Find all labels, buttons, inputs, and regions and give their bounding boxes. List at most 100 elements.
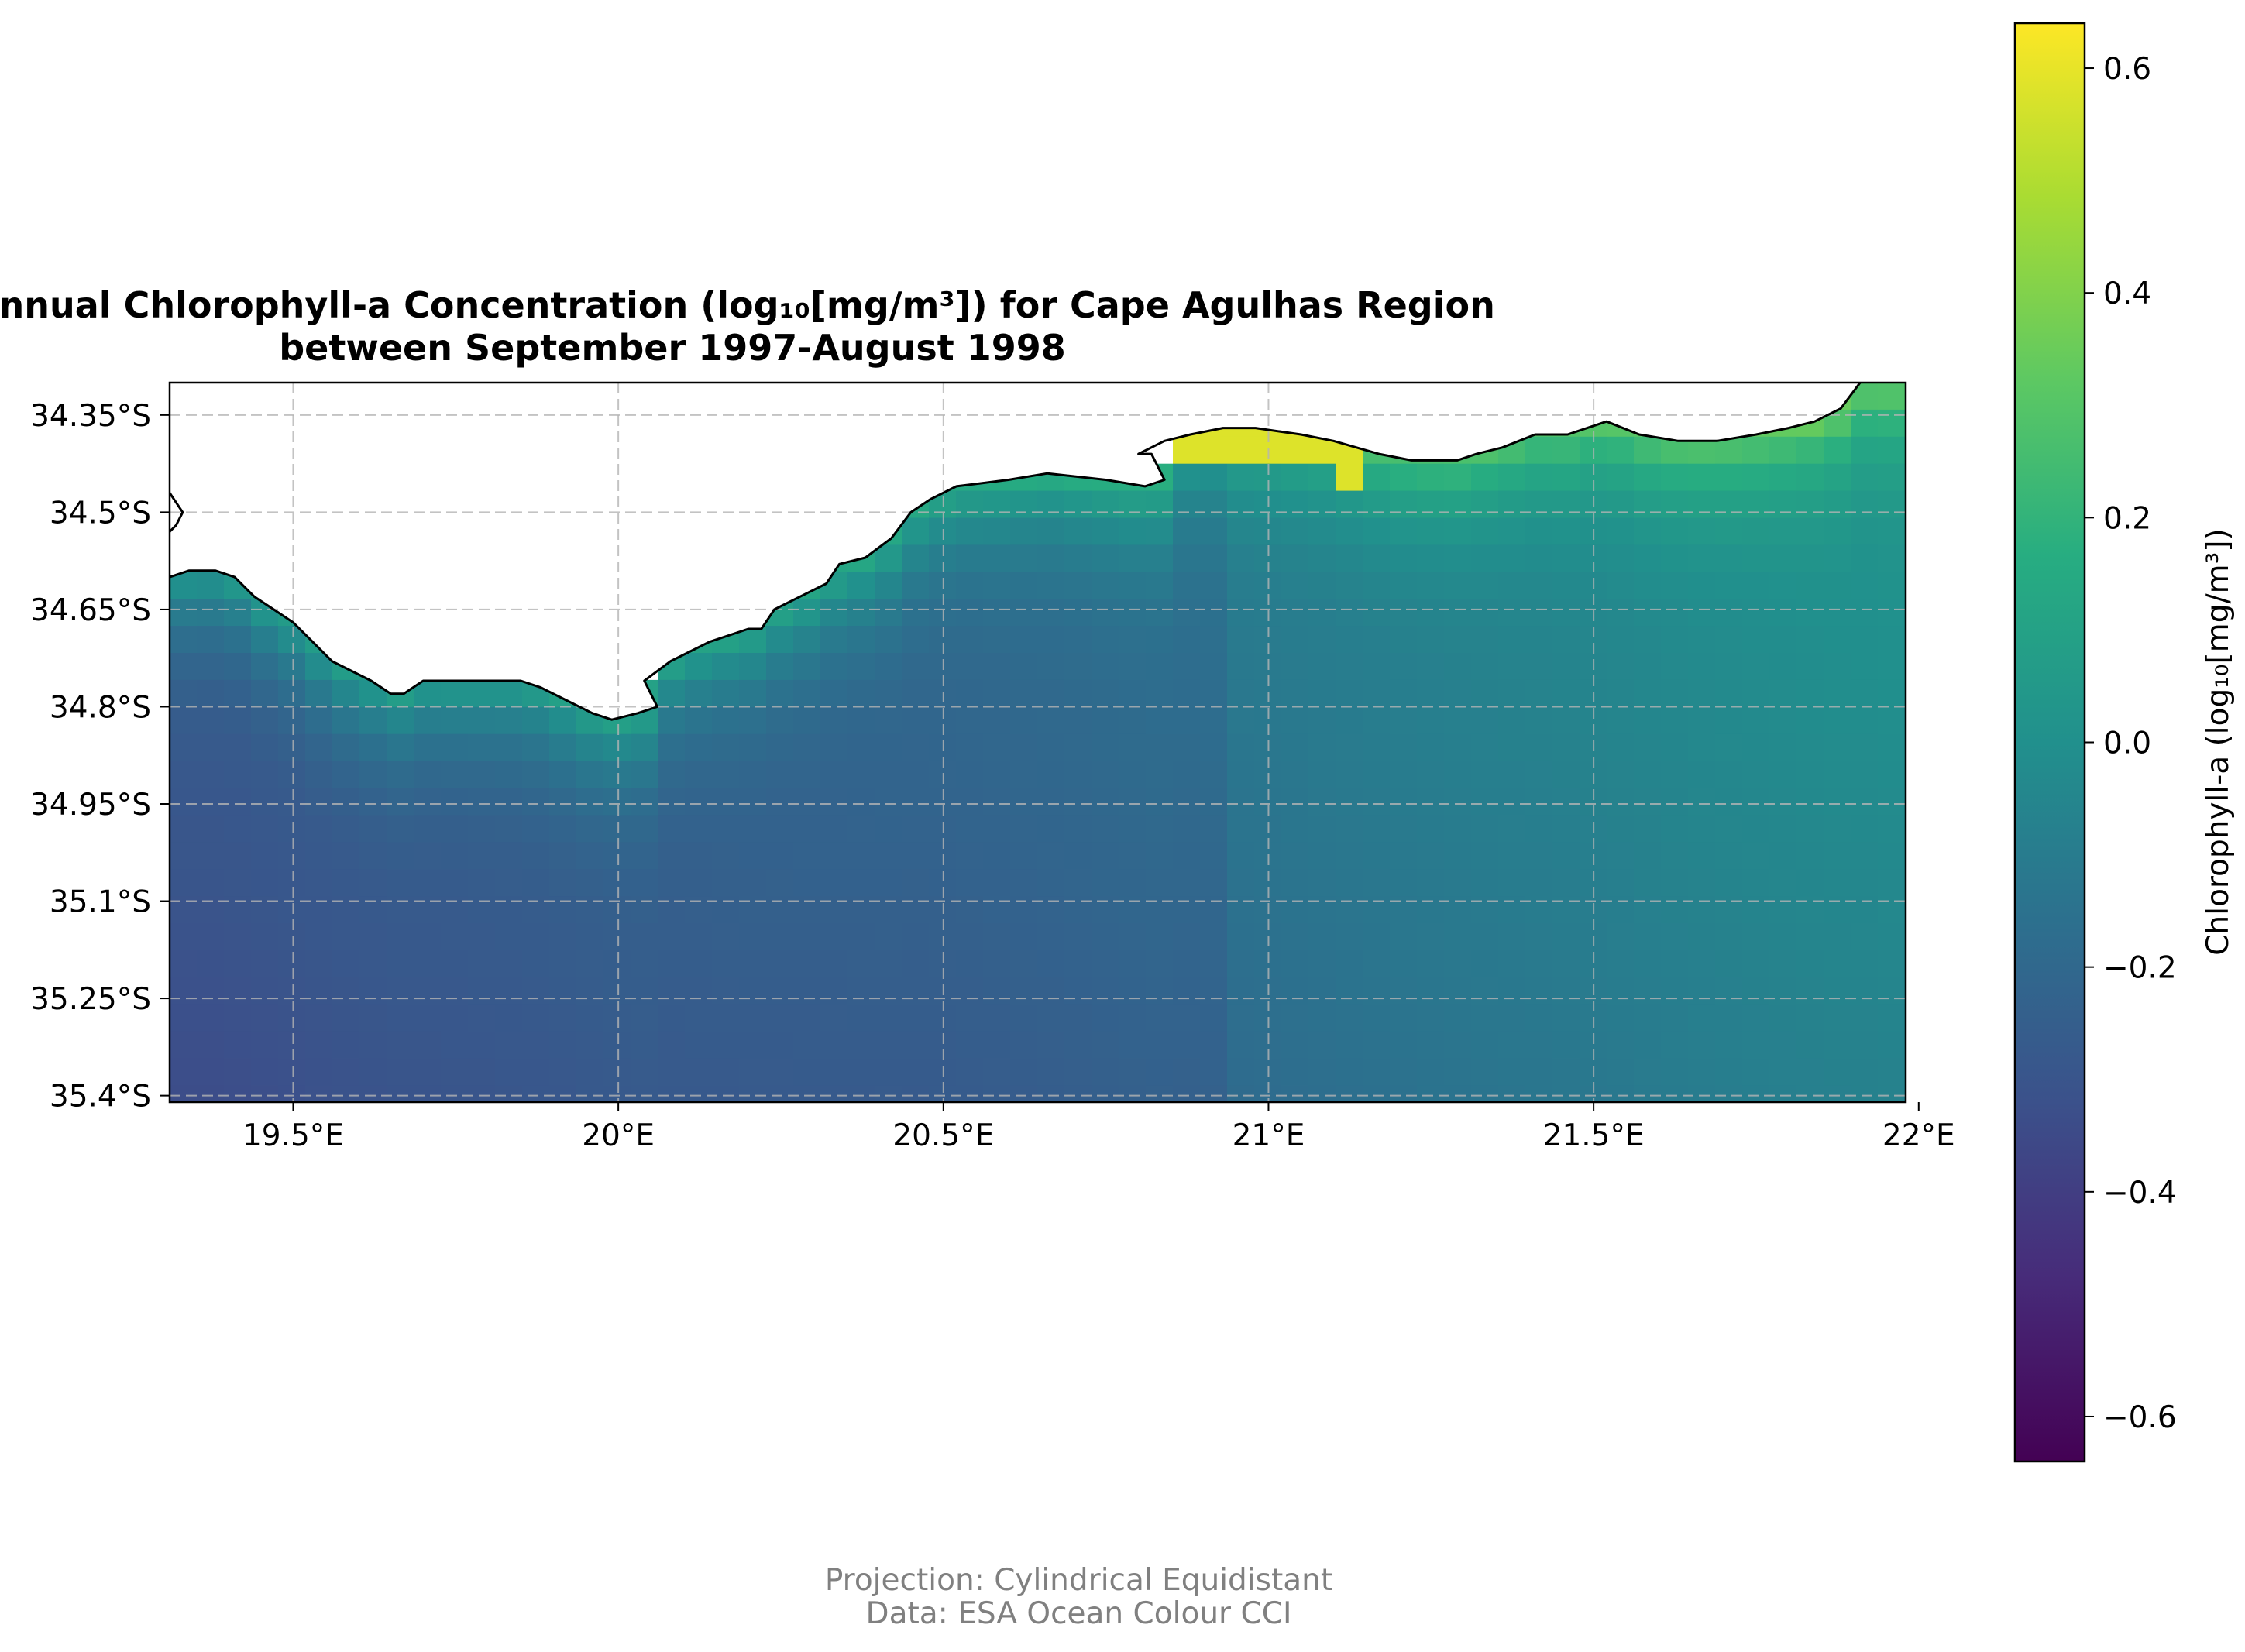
heatmap-cell [1661, 896, 1689, 924]
heatmap-cell [549, 706, 577, 735]
heatmap-cell [1769, 1058, 1797, 1086]
heatmap-cell [1851, 1085, 1879, 1102]
heatmap-cell [1390, 490, 1418, 519]
heatmap-cell [170, 761, 198, 789]
heatmap-cell [820, 626, 848, 654]
heatmap-cell [1200, 869, 1228, 897]
heatmap-cell [1308, 815, 1336, 843]
heatmap-cell [278, 869, 306, 897]
heatmap-cell [1363, 815, 1391, 843]
heatmap-cell [1878, 1004, 1906, 1032]
heatmap-cell [278, 788, 306, 816]
heatmap-cell [576, 733, 604, 762]
heatmap-cell [1688, 950, 1716, 978]
heatmap-cell [820, 1085, 848, 1102]
y-tick-label: 34.65°S [30, 593, 151, 628]
heatmap-cell [1552, 842, 1580, 870]
heatmap-cell [1661, 572, 1689, 599]
heatmap-cell [359, 1058, 387, 1086]
heatmap-cell [1227, 572, 1255, 599]
heatmap-cell [1851, 679, 1879, 708]
heatmap-cell [1742, 923, 1770, 951]
heatmap-cell [1146, 599, 1174, 627]
colorbar-label: Chlorophyll-a (log₁₀[mg/m³]) [2201, 528, 2236, 955]
heatmap-cell [739, 761, 767, 789]
heatmap-cell [1200, 626, 1228, 654]
heatmap-cell [1661, 869, 1689, 897]
heatmap-cell [1308, 490, 1336, 519]
heatmap-cell [1634, 815, 1662, 843]
heatmap-cell [1742, 1004, 1770, 1032]
heatmap-cell [170, 1004, 198, 1032]
heatmap-cell [1715, 788, 1743, 816]
heatmap-cell [1769, 463, 1797, 492]
coastline [170, 383, 1862, 721]
heatmap-cell [1525, 1031, 1553, 1060]
heatmap-cell [1525, 896, 1553, 924]
heatmap-cell [1417, 1031, 1445, 1060]
heatmap-cell [875, 1004, 902, 1032]
heatmap-cell [414, 1085, 442, 1102]
heatmap-cell [1742, 626, 1770, 654]
heatmap-cell [739, 1085, 767, 1102]
heatmap-cell [1498, 572, 1526, 599]
heatmap-cell [332, 950, 360, 978]
heatmap-cell [387, 869, 414, 897]
heatmap-cell [1308, 788, 1336, 816]
heatmap-cell [224, 842, 252, 870]
heatmap-cell [1607, 842, 1635, 870]
heatmap-cell [956, 572, 984, 599]
heatmap-cell [1796, 436, 1824, 465]
heatmap-cell [1742, 706, 1770, 735]
heatmap-cell [685, 733, 713, 762]
heatmap-cell [603, 733, 631, 762]
heatmap-cell [983, 599, 1011, 627]
heatmap-cell [1281, 544, 1309, 572]
heatmap-cell [1715, 544, 1743, 572]
heatmap-cell [1010, 572, 1038, 599]
heatmap-cell [1336, 815, 1363, 843]
heatmap-cell [1796, 869, 1824, 897]
heatmap-cell [820, 599, 848, 627]
heatmap-cell [1796, 896, 1824, 924]
heatmap-cell [1417, 544, 1445, 572]
heatmap-cell [251, 788, 279, 816]
heatmap-cell [1905, 463, 1906, 492]
heatmap-cell [1119, 1031, 1147, 1060]
heatmap-cell [1336, 599, 1363, 627]
heatmap-cell [793, 1058, 821, 1086]
heatmap-cell [197, 1058, 225, 1086]
heatmap-cell [1905, 842, 1906, 870]
heatmap-cell [1851, 544, 1879, 572]
heatmap-cell [1444, 599, 1472, 627]
heatmap-cell [1417, 653, 1445, 681]
heatmap-cell [1552, 599, 1580, 627]
heatmap-cell [1146, 977, 1174, 1005]
heatmap-cell [1607, 544, 1635, 572]
heatmap-cell [875, 1058, 902, 1086]
heatmap-cell [847, 788, 875, 816]
heatmap-cell [1824, 788, 1851, 816]
heatmap-cell [1851, 653, 1879, 681]
heatmap-cell [170, 1031, 198, 1060]
heatmap-cell [983, 842, 1011, 870]
heatmap-cell [522, 761, 550, 789]
heatmap-cell [1281, 842, 1309, 870]
heatmap-cell [414, 869, 442, 897]
heatmap-cell [1390, 950, 1418, 978]
heatmap-cell [1661, 653, 1689, 681]
heatmap-cell [1173, 517, 1201, 545]
heatmap-cell [603, 977, 631, 1005]
heatmap-cell [1851, 626, 1879, 654]
heatmap-cell [875, 706, 902, 735]
heatmap-cell [441, 706, 469, 735]
heatmap-cell [359, 896, 387, 924]
heatmap-cell [1146, 1058, 1174, 1086]
heatmap-cell [766, 733, 794, 762]
heatmap-cell [1173, 679, 1201, 708]
heatmap-cell [712, 733, 740, 762]
heatmap-cell [1173, 1085, 1201, 1102]
heatmap-cell [1010, 815, 1038, 843]
heatmap-cell [1146, 653, 1174, 681]
heatmap-cell [1281, 679, 1309, 708]
